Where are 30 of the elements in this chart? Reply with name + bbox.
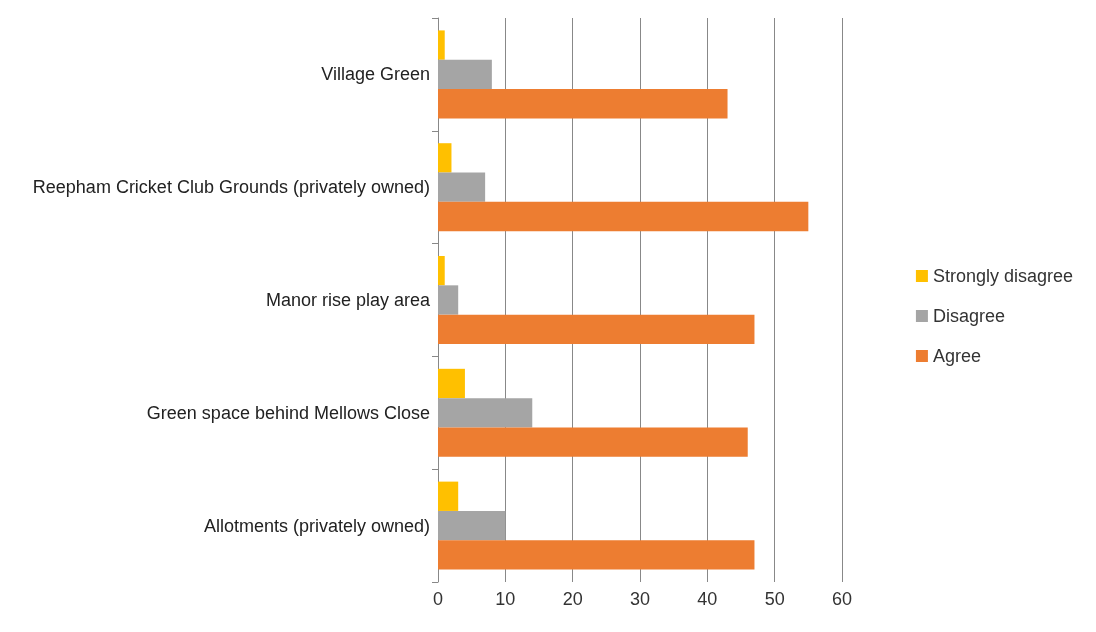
y-tick-label: Green space behind Mellows Close [146,402,430,423]
bar [438,30,445,60]
y-tick-label: Village Green [321,64,430,85]
legend-label: Agree [932,346,981,366]
x-tick-label: 20 [562,589,583,609]
x-tick-label: 0 [432,589,444,609]
bar [438,285,459,315]
bar [438,89,728,119]
bar [438,201,809,232]
bar [438,481,459,511]
bar [438,143,452,173]
bar [438,398,533,428]
x-tick-label: 60 [831,589,853,609]
legend-label: Disagree [932,306,1005,326]
x-tick-label: 40 [697,589,718,609]
bar [438,314,755,344]
bar [438,540,755,570]
bar [438,59,492,90]
bar [438,427,748,457]
x-tick-label: 10 [495,589,516,609]
x-tick-label: 30 [629,589,651,609]
bar [438,510,506,541]
legend-label: Strongly disagree [932,266,1074,286]
x-tick-label: 50 [764,589,785,609]
bar [438,172,486,202]
y-tick-label: Manor rise play area [265,290,431,310]
y-tick-label: Allotments (privately owned) [203,515,430,536]
bar [438,256,445,286]
bar [438,368,465,399]
y-tick-label: Reepham Cricket Club Grounds (privately owned) [32,177,430,198]
